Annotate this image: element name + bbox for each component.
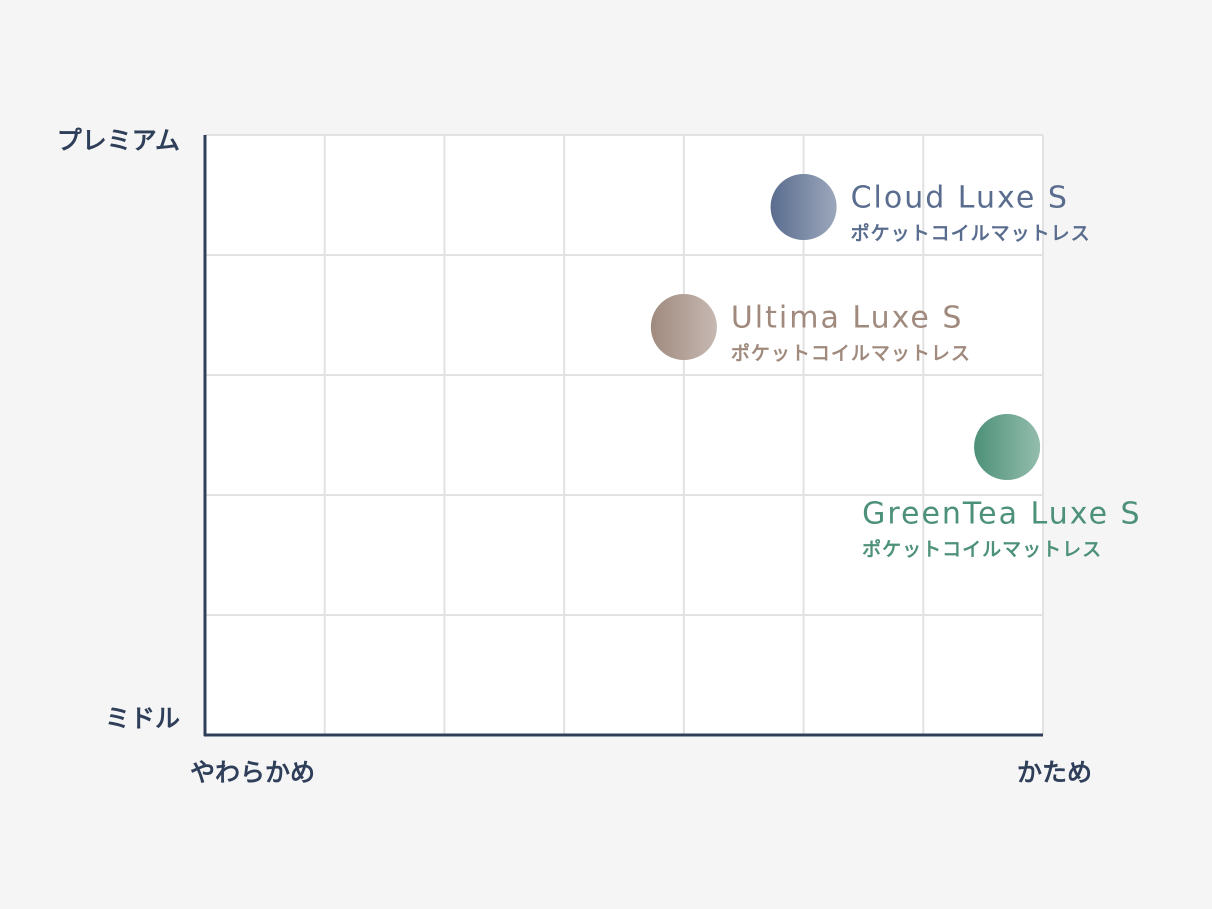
series-name: GreenTea Luxe S bbox=[862, 497, 1142, 532]
x-axis-high: かため bbox=[1017, 758, 1092, 787]
x-axis-low: やわらかめ bbox=[190, 758, 315, 787]
series-subtitle: ポケットコイルマットレス bbox=[731, 342, 971, 365]
plot-area bbox=[205, 135, 1043, 735]
point-shine bbox=[650, 294, 717, 360]
series-name: Ultima Luxe S bbox=[731, 301, 964, 336]
series-name: Cloud Luxe S bbox=[851, 181, 1069, 216]
y-axis-low: ミドル bbox=[105, 704, 180, 733]
point-shine bbox=[770, 174, 837, 240]
series-subtitle: ポケットコイルマットレス bbox=[851, 222, 1091, 245]
series-subtitle: ポケットコイルマットレス bbox=[862, 538, 1102, 561]
point-shine bbox=[974, 414, 1041, 480]
y-axis-high: プレミアム bbox=[57, 126, 180, 155]
